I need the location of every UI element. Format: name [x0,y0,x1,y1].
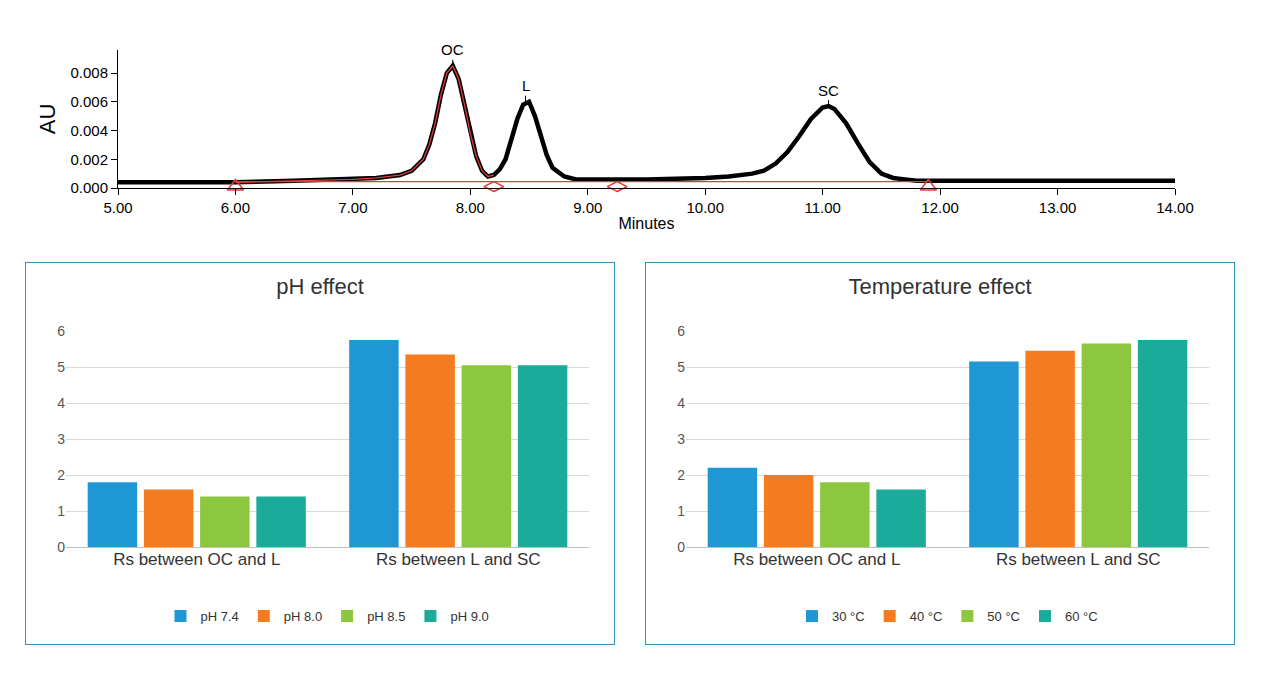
svg-text:13.00: 13.00 [1039,199,1077,216]
svg-text:OC: OC [441,41,464,58]
svg-text:5.00: 5.00 [103,199,132,216]
svg-text:6: 6 [677,323,685,339]
svg-text:0.002: 0.002 [70,151,108,168]
svg-text:2: 2 [57,467,65,483]
svg-text:Minutes: Minutes [618,215,674,232]
svg-text:30 °C: 30 °C [832,609,865,624]
svg-text:8.00: 8.00 [456,199,485,216]
svg-text:0: 0 [57,539,65,555]
svg-text:4: 4 [57,395,65,411]
svg-text:0: 0 [677,539,685,555]
svg-text:40 °C: 40 °C [910,609,943,624]
svg-text:L: L [522,77,530,94]
svg-text:3: 3 [57,431,65,447]
svg-text:pH 8.0: pH 8.0 [284,609,322,624]
svg-text:11.00: 11.00 [804,199,840,216]
svg-text:0.004: 0.004 [70,122,108,139]
svg-text:0.008: 0.008 [70,64,108,81]
svg-text:0.000: 0.000 [70,179,108,196]
svg-text:Rs between OC and L: Rs between OC and L [733,550,900,569]
svg-text:2: 2 [677,467,685,483]
svg-text:10.00: 10.00 [686,199,724,216]
svg-text:pH 8.5: pH 8.5 [367,609,405,624]
svg-text:0.006: 0.006 [70,93,108,110]
svg-text:1: 1 [677,503,685,519]
svg-text:3: 3 [677,431,685,447]
svg-text:14.00: 14.00 [1156,199,1194,216]
svg-text:5: 5 [57,359,65,375]
svg-text:6.00: 6.00 [221,199,250,216]
svg-text:4: 4 [677,395,685,411]
svg-text:SC: SC [818,82,839,99]
svg-text:pH effect: pH effect [276,274,364,299]
svg-text:1: 1 [57,503,65,519]
svg-text:7.00: 7.00 [338,199,367,216]
svg-text:Temperature effect: Temperature effect [848,274,1031,299]
svg-text:Rs between L and SC: Rs between L and SC [996,550,1161,569]
svg-text:pH 9.0: pH 9.0 [450,609,488,624]
svg-text:Rs between L and SC: Rs between L and SC [376,550,541,569]
svg-text:AU: AU [35,104,60,135]
svg-text:50 °C: 50 °C [987,609,1020,624]
svg-text:60 °C: 60 °C [1065,609,1098,624]
svg-text:5: 5 [677,359,685,375]
svg-text:6: 6 [57,323,65,339]
svg-text:9.00: 9.00 [573,199,602,216]
svg-text:12.00: 12.00 [921,199,959,216]
svg-text:Rs between OC and L: Rs between OC and L [113,550,280,569]
svg-text:pH 7.4: pH 7.4 [201,609,239,624]
